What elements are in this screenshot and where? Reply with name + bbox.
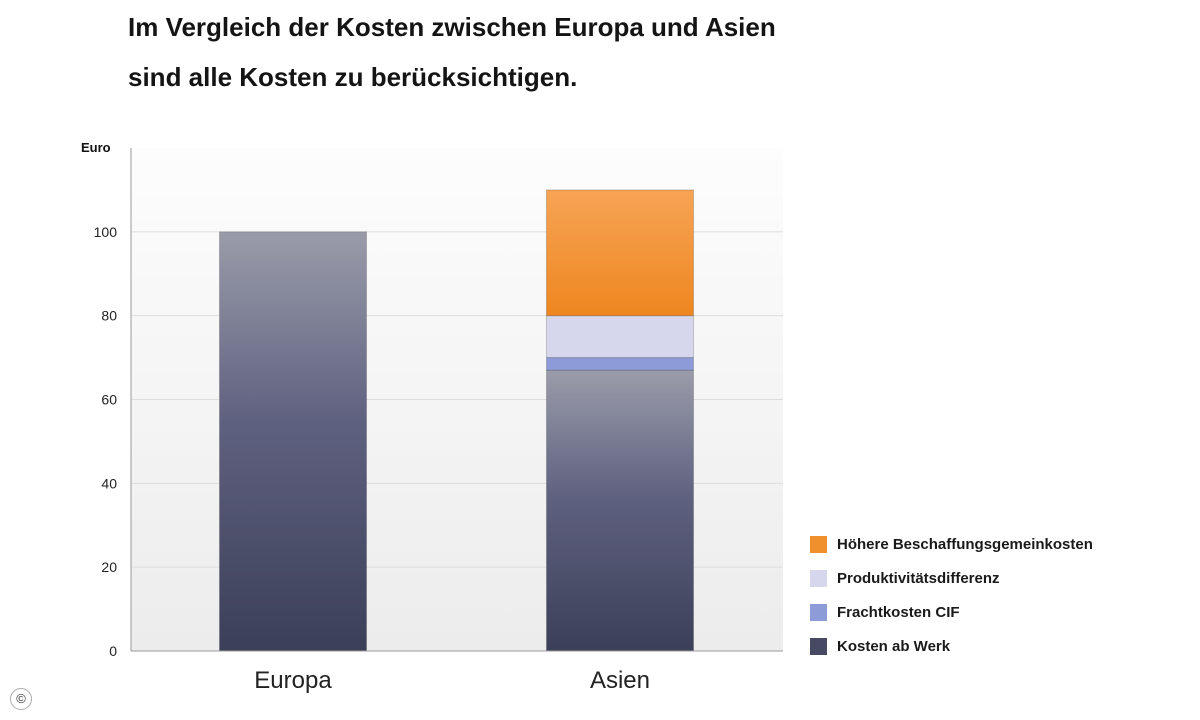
bars xyxy=(219,189,694,652)
bar-segment-asien-0 xyxy=(546,369,694,652)
y-tick-label: 60 xyxy=(101,392,117,408)
legend-item: Kosten ab Werk xyxy=(810,629,1093,663)
legend-label: Produktivitätsdifferenz xyxy=(837,569,1000,587)
legend-label: Frachtkosten CIF xyxy=(837,603,960,621)
legend-label: Kosten ab Werk xyxy=(837,637,951,655)
x-tick-label: Europa xyxy=(254,667,332,694)
bar-segment-asien-3 xyxy=(546,189,694,317)
legend-swatch xyxy=(810,637,827,655)
y-tick-labels: 0 20 40 60 80 100 xyxy=(94,224,118,659)
legend-item: Höhere Beschaffungsgemeinkosten xyxy=(810,527,1093,561)
legend-swatch xyxy=(810,535,827,553)
legend-swatch xyxy=(810,603,827,621)
legend-item: Frachtkosten CIF xyxy=(810,595,1093,629)
title-line-2: sind alle Kosten zu berücksichtigen. xyxy=(128,62,578,92)
legend-label: Höhere Beschaffungsgemeinkosten xyxy=(837,535,1093,553)
y-tick-label: 20 xyxy=(101,559,117,575)
y-tick-label: 100 xyxy=(94,224,118,240)
legend-item: Produktivitätsdifferenz xyxy=(810,561,1093,595)
y-tick-label: 80 xyxy=(101,308,117,324)
copyright-icon: © xyxy=(10,688,32,710)
bar-segment-asien-2 xyxy=(546,315,694,359)
x-tick-labels: Europa Asien xyxy=(254,667,650,694)
title-line-1: Im Vergleich der Kosten zwischen Europa … xyxy=(128,12,776,42)
bar-segment-asien-1 xyxy=(546,357,694,371)
chart-title: Im Vergleich der Kosten zwischen Europa … xyxy=(128,2,776,102)
x-tick-label: Asien xyxy=(590,667,650,694)
y-tick-label: 0 xyxy=(109,643,117,659)
bar-segment-europa-0 xyxy=(219,231,367,652)
legend-swatch xyxy=(810,569,827,587)
y-axis-label: Euro xyxy=(81,140,111,155)
y-tick-label: 40 xyxy=(101,475,117,491)
legend: Höhere Beschaffungsgemeinkosten Produktiv… xyxy=(810,527,1093,663)
